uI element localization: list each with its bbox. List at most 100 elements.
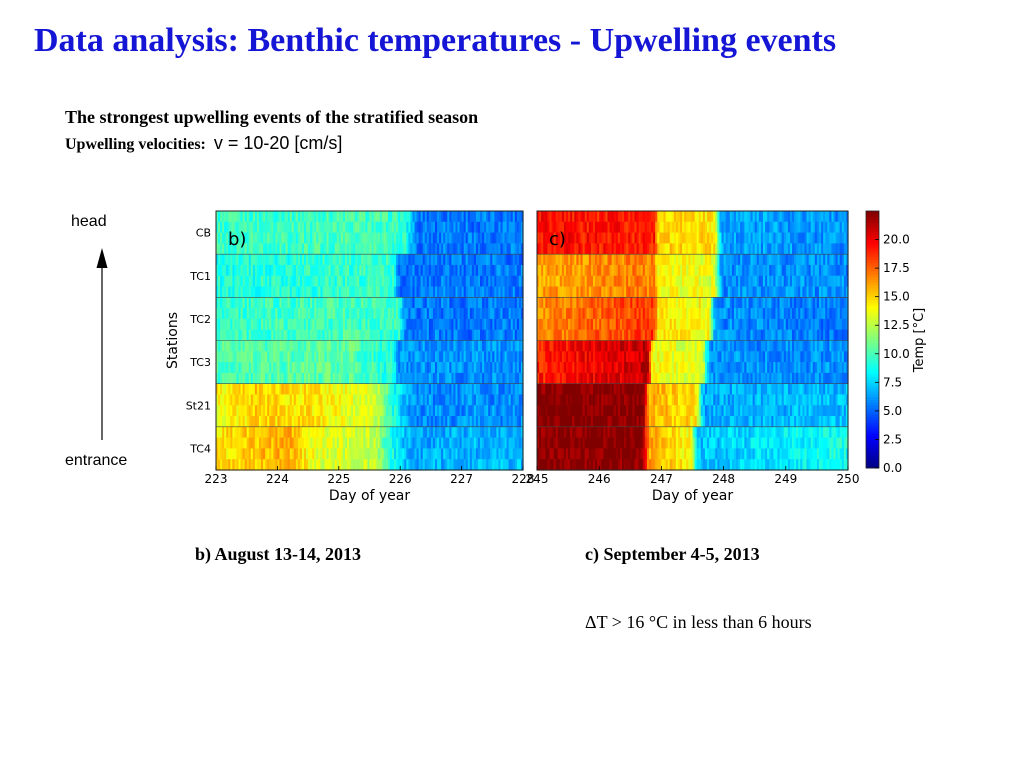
heat-cell	[457, 448, 461, 460]
heat-cell	[275, 297, 278, 309]
heat-cell	[434, 351, 438, 363]
heat-cell	[304, 448, 307, 460]
heat-cell	[258, 448, 262, 460]
heat-cell	[488, 232, 491, 244]
heat-cell	[601, 254, 604, 266]
heat-cell	[351, 372, 354, 385]
heat-cell	[781, 243, 785, 255]
heat-cell	[432, 340, 436, 352]
heat-cell	[595, 232, 598, 244]
heat-cell	[661, 211, 665, 223]
heat-cell	[377, 459, 381, 471]
heat-cell	[785, 275, 789, 288]
heat-cell	[289, 362, 293, 374]
heat-cell	[324, 211, 328, 223]
heat-cell	[244, 459, 248, 471]
heat-cell	[351, 459, 354, 471]
heat-cell	[398, 264, 401, 277]
heat-cell	[344, 416, 348, 428]
heat-cell	[467, 405, 471, 417]
heat-cell	[465, 308, 469, 320]
heat-cell	[504, 426, 508, 439]
heat-cell	[355, 448, 358, 460]
heat-cell	[644, 264, 648, 277]
heat-cell	[279, 351, 283, 363]
heat-cell	[218, 329, 221, 342]
heat-cell	[447, 394, 450, 406]
heat-cell	[592, 297, 596, 309]
heat-cell	[767, 264, 770, 277]
heat-cell	[750, 232, 754, 244]
heat-cell	[711, 286, 714, 298]
heat-cell	[324, 264, 328, 277]
heat-cell	[752, 275, 756, 288]
heat-cell	[328, 329, 332, 342]
heat-cell	[267, 254, 270, 266]
heat-cell	[690, 232, 694, 244]
heat-cell	[640, 264, 644, 277]
heat-cell	[555, 286, 559, 298]
heat-cell	[451, 448, 455, 460]
heat-cell	[461, 221, 465, 234]
heat-cell	[252, 351, 256, 363]
heat-cell	[224, 394, 227, 406]
heat-cell	[328, 275, 332, 288]
heat-cell	[692, 221, 696, 234]
heat-cell	[281, 459, 285, 471]
heat-cell	[492, 254, 495, 266]
heat-cell	[459, 232, 463, 244]
heat-cell	[351, 362, 354, 374]
heat-cell	[369, 372, 373, 385]
heat-cell	[228, 383, 231, 396]
heat-cell	[518, 318, 522, 331]
heat-cell	[367, 232, 371, 244]
heat-cell	[316, 254, 319, 266]
heat-cell	[748, 211, 752, 223]
heat-cell	[796, 232, 799, 244]
heat-cell	[308, 340, 311, 352]
heat-cell	[328, 232, 332, 244]
heat-cell	[394, 405, 397, 417]
heat-cell	[414, 394, 418, 406]
heat-cell	[516, 318, 520, 331]
heat-cell	[406, 211, 409, 223]
heat-cell	[655, 232, 658, 244]
heat-cell	[326, 221, 330, 234]
heat-cell	[568, 275, 571, 288]
heat-cell	[277, 232, 281, 244]
heat-cell	[385, 437, 389, 450]
heat-cell	[475, 232, 479, 244]
heat-cell	[318, 416, 321, 428]
heat-cell	[443, 340, 446, 352]
heat-cell	[547, 308, 551, 320]
heat-cell	[510, 211, 514, 223]
heat-cell	[422, 275, 426, 288]
heat-cell	[400, 362, 403, 374]
heat-cell	[775, 254, 779, 266]
heat-cell	[216, 297, 219, 309]
heat-cell	[443, 211, 446, 223]
heat-cell	[306, 264, 309, 277]
heat-cell	[387, 448, 391, 460]
heat-cell	[555, 275, 559, 288]
heat-cell	[723, 211, 727, 223]
heat-cell	[471, 221, 475, 234]
heat-cell	[320, 448, 324, 460]
heat-cell	[322, 383, 326, 396]
heat-cell	[707, 254, 710, 266]
heat-cell	[814, 254, 818, 266]
heat-cell	[644, 211, 648, 223]
heat-cell	[777, 232, 781, 244]
heat-cell	[324, 329, 328, 342]
heat-cell	[344, 426, 348, 439]
heat-cell	[402, 437, 405, 450]
heat-cell	[414, 254, 418, 266]
heat-cell	[287, 416, 291, 428]
heat-cell	[269, 211, 272, 223]
heat-cell	[796, 221, 799, 234]
heat-cell	[518, 254, 522, 266]
heat-cell	[588, 297, 592, 309]
heat-cell	[518, 243, 522, 255]
heat-cell	[467, 437, 471, 450]
heat-cell	[725, 254, 729, 266]
